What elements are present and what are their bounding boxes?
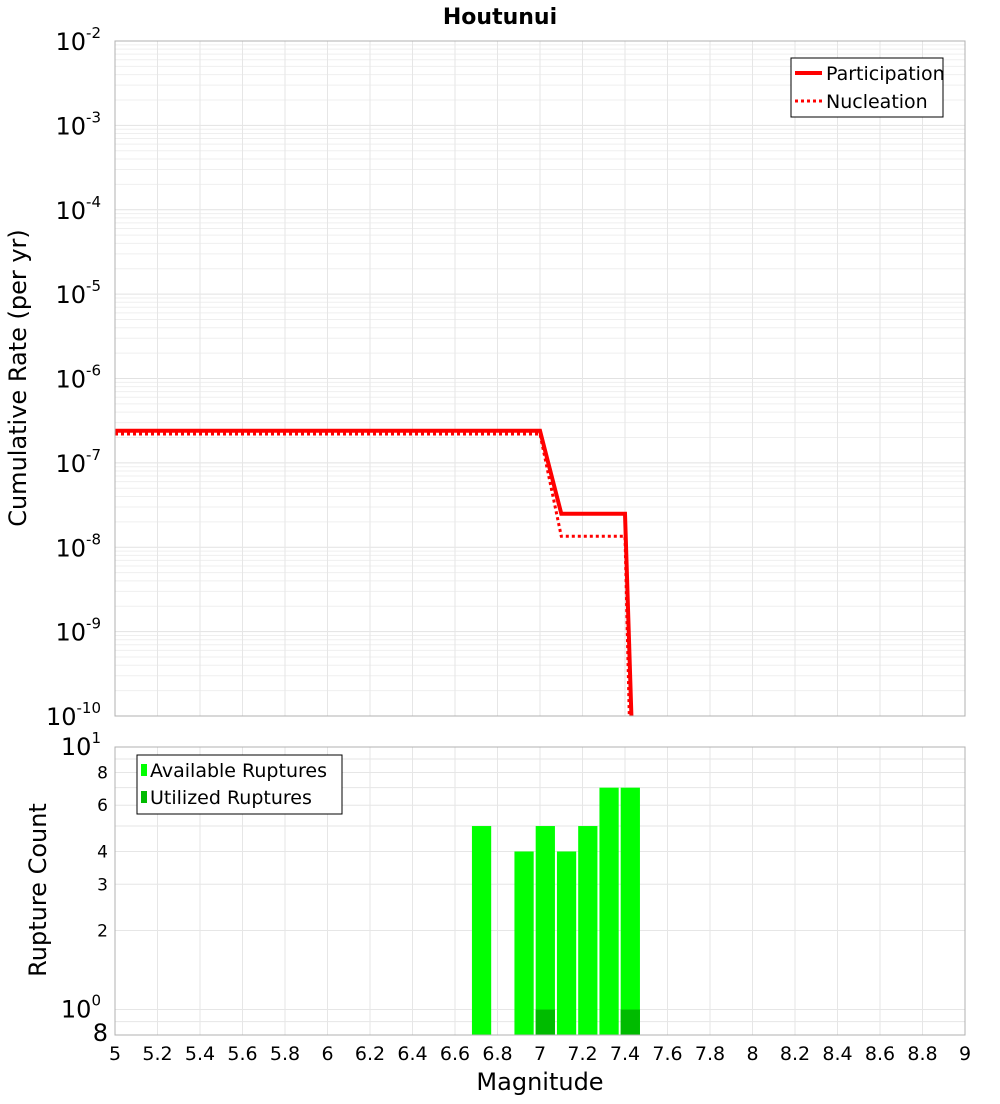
bottom-y-minor-tick-label: 8 (97, 763, 108, 783)
top-plot-lines (115, 428, 634, 717)
x-tick-label: 6.6 (440, 1043, 470, 1065)
bar-available-ruptures (620, 787, 640, 1035)
x-tick-label: 7.2 (567, 1043, 597, 1065)
x-tick-label: 6 (321, 1043, 333, 1065)
bottom-legend-box (136, 754, 343, 815)
x-tick-label: 5.6 (227, 1043, 257, 1065)
x-tick-label: 5.2 (142, 1043, 172, 1065)
chart-title: Houtunui (443, 5, 557, 30)
top-y-tick-label: 10-9 (55, 615, 101, 647)
x-tick-label: 7.4 (610, 1043, 640, 1065)
bottom-y-tick-label: 8 (93, 1019, 108, 1047)
bar-available-ruptures (535, 826, 555, 1035)
bar-available-ruptures (556, 851, 577, 1035)
bottom-y-minor-tick-label: 3 (97, 875, 108, 895)
x-tick-label: 6.4 (397, 1043, 427, 1065)
top-plot-grid (114, 41, 966, 717)
top-legend-box (790, 57, 944, 118)
bottom-y-minor-tick-label: 2 (97, 922, 108, 942)
top-y-tick-labels: 10-2 10-3 10-4 10-5 10-6 10-7 10-8 10-9 10-10 (46, 24, 101, 731)
x-tick-label: 5.8 (270, 1043, 300, 1065)
bar-available-ruptures (514, 851, 534, 1035)
bottom-y-axis-label: Rupture Count (24, 803, 52, 977)
top-y-tick-label: 10-6 (55, 362, 101, 394)
bottom-plot-frame (114, 746, 966, 1036)
x-tick-label: 9 (959, 1043, 971, 1065)
top-legend: Participation Nucleation (790, 57, 945, 118)
x-tick-labels: 5 5.2 5.4 5.6 5.8 6 6.2 6.4 6.6 6.8 7 7.2 7.4 7.6 7.8 8… (109, 1043, 971, 1065)
bottom-legend: Available Ruptures Utilized Ruptures (136, 754, 343, 815)
x-tick-label: 6.8 (482, 1043, 512, 1065)
x-tick-label: 5.4 (185, 1043, 215, 1065)
x-tick-label: 5 (109, 1043, 121, 1065)
x-axis-label: Magnitude (476, 1068, 603, 1096)
bottom-y-minor-tick-label: 6 (97, 796, 108, 816)
x-tick-label: 8.6 (865, 1043, 895, 1065)
x-tick-label: 8.8 (907, 1043, 937, 1065)
series-line-nucleation (115, 432, 631, 717)
legend-label-participation: Participation (826, 63, 945, 85)
legend-label-nucleation: Nucleation (826, 91, 928, 113)
top-y-tick-label: 10-3 (55, 108, 101, 140)
x-tick-label: 8.4 (822, 1043, 852, 1065)
x-tick-label: 7.6 (652, 1043, 682, 1065)
legend-label-utilized-ruptures: Utilized Ruptures (150, 787, 312, 809)
bar-available-ruptures (578, 826, 598, 1035)
bottom-y-tick-label: 100 (61, 992, 101, 1024)
top-y-tick-label: 10-10 (46, 699, 101, 731)
bottom-plot-bars (471, 787, 640, 1035)
top-y-tick-label: 10-2 (55, 24, 101, 56)
legend-swatch-available-ruptures (141, 764, 147, 776)
bar-available-ruptures (599, 787, 619, 1035)
x-tick-label: 7.8 (695, 1043, 725, 1065)
legend-label-available-ruptures: Available Ruptures (150, 760, 327, 782)
x-tick-label: 6.2 (355, 1043, 385, 1065)
top-plot-frame (114, 40, 966, 717)
top-y-tick-label: 10-7 (55, 446, 101, 478)
bar-utilized-ruptures (535, 1009, 555, 1035)
legend-swatch-utilized-ruptures (141, 791, 147, 803)
top-y-tick-label: 10-4 (55, 193, 101, 225)
plot-frames (114, 40, 966, 1036)
top-y-axis-label: Cumulative Rate (per yr) (4, 229, 32, 527)
bar-available-ruptures (471, 826, 492, 1035)
top-y-tick-label: 10-5 (55, 277, 101, 309)
x-tick-label: 7 (534, 1043, 546, 1065)
x-tick-label: 8 (746, 1043, 758, 1065)
bottom-y-tick-label: 101 (61, 729, 101, 761)
x-tick-label: 8.2 (780, 1043, 810, 1065)
bar-utilized-ruptures (620, 1009, 640, 1035)
bottom-y-minor-tick-label: 4 (97, 842, 108, 862)
top-y-tick-label: 10-8 (55, 530, 101, 562)
